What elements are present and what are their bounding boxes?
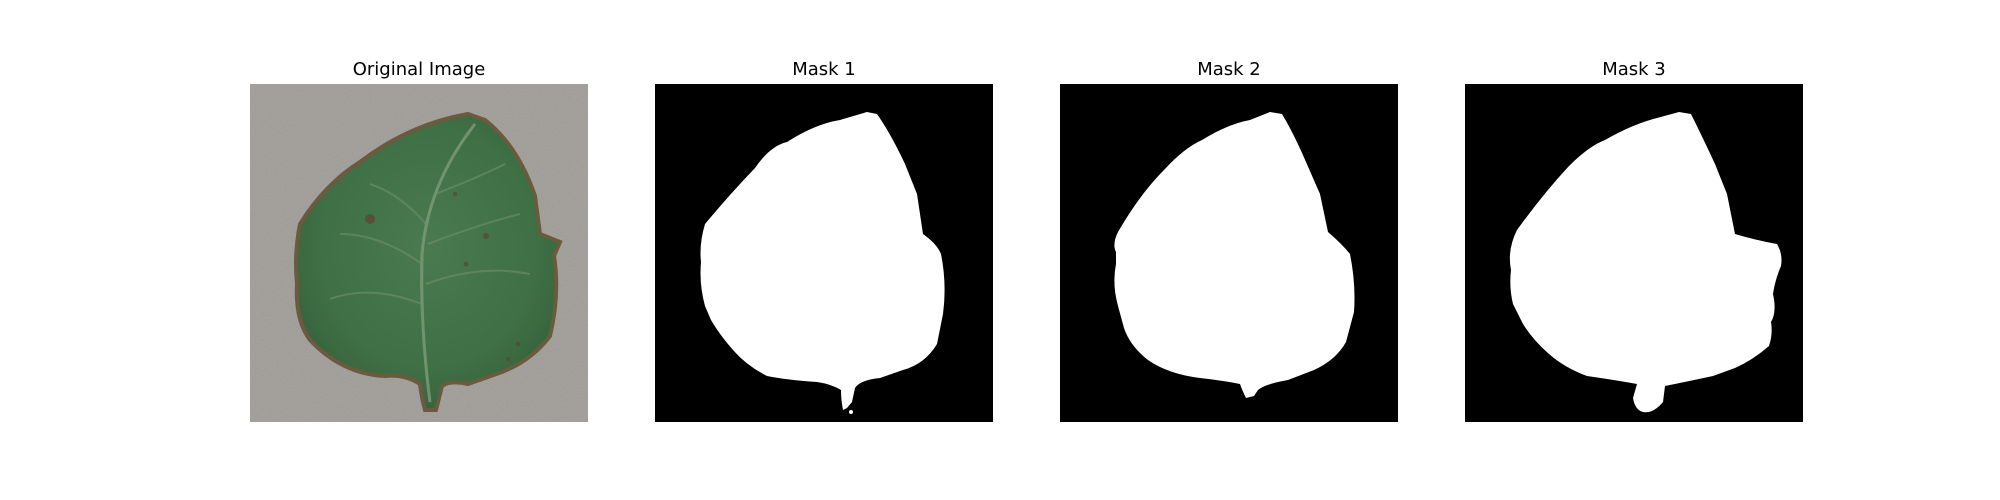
mask-foreground <box>1509 112 1782 413</box>
mask-3-image <box>1465 84 1803 422</box>
mask-foreground <box>700 112 945 410</box>
panel-mask-3: Mask 3 <box>1465 58 1803 422</box>
panel-title: Mask 2 <box>1197 59 1261 80</box>
panel-mask-2: Mask 2 <box>1060 58 1398 422</box>
panel-title: Original Image <box>352 59 486 80</box>
mask-foreground <box>1114 112 1355 398</box>
panel-title: Mask 3 <box>1602 59 1666 80</box>
original-image <box>250 84 588 422</box>
mask-2-image <box>1060 84 1398 422</box>
leaf-midrib <box>420 123 477 403</box>
panel-original-image: Original Image <box>250 58 588 422</box>
panel-mask-1: Mask 1 <box>655 58 993 422</box>
leaf <box>294 111 563 412</box>
mask-1-image <box>655 84 993 422</box>
panel-title: Mask 1 <box>792 59 856 80</box>
